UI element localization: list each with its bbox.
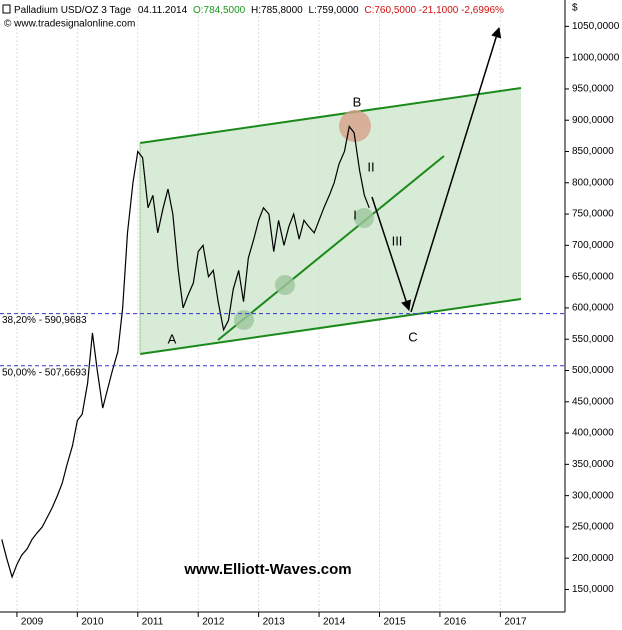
y-tick-label: 250,0000 xyxy=(572,522,614,533)
wave-label: C xyxy=(408,329,417,344)
y-tick-label: 800,0000 xyxy=(572,177,614,188)
channel-top xyxy=(139,87,522,144)
trend-line xyxy=(217,155,445,341)
channel-bottom xyxy=(139,298,522,355)
fib-label: 50,00% - 507,6693 xyxy=(2,367,87,378)
header-icon xyxy=(2,4,11,14)
channel xyxy=(140,88,521,354)
y-tick-label: 300,0000 xyxy=(572,490,614,501)
y-tick-label: 150,0000 xyxy=(572,584,614,595)
highlight-circle xyxy=(234,310,254,330)
y-tick-label: 400,0000 xyxy=(572,428,614,439)
y-tick-label: 900,0000 xyxy=(572,115,614,126)
header-low: L:759,0000 xyxy=(309,5,359,16)
wave-label: B xyxy=(353,94,362,109)
x-tick-label: 2009 xyxy=(21,617,44,628)
fib-label: 38,20% - 590,9683 xyxy=(2,315,87,326)
header-date: 04.11.2014 xyxy=(138,5,188,16)
y-tick-label: 350,0000 xyxy=(572,459,614,470)
y-tick-label: 450,0000 xyxy=(572,396,614,407)
watermark: www.Elliott-Waves.com xyxy=(183,561,351,578)
x-tick-label: 2014 xyxy=(323,617,346,628)
highlight-circle xyxy=(339,110,371,142)
y-tick-label: 200,0000 xyxy=(572,553,614,564)
highlight-circle xyxy=(275,275,295,295)
wave-label: III xyxy=(392,233,403,248)
y-tick-label: 1000,0000 xyxy=(572,52,620,63)
y-tick-label: 650,0000 xyxy=(572,271,614,282)
header-close: C:760,5000 -21,1000 -2,6996% xyxy=(364,5,504,16)
x-tick-label: 2010 xyxy=(81,617,104,628)
y-tick-label: 750,0000 xyxy=(572,209,614,220)
y-tick-label: 700,0000 xyxy=(572,240,614,251)
y-tick-label: 500,0000 xyxy=(572,365,614,376)
y-tick-label: 600,0000 xyxy=(572,303,614,314)
y-tick-label: 950,0000 xyxy=(572,84,614,95)
y-unit: $ xyxy=(572,3,578,14)
x-tick-label: 2017 xyxy=(504,617,527,628)
y-tick-label: 550,0000 xyxy=(572,334,614,345)
x-tick-label: 2016 xyxy=(444,617,467,628)
wave-label: II xyxy=(367,159,374,174)
header-high: H:785,8000 xyxy=(251,5,303,16)
wave-arrow xyxy=(371,196,412,311)
header-name: Palladium USD/OZ 3 Tage xyxy=(14,5,132,16)
wave-label: A xyxy=(168,331,177,346)
price-line xyxy=(1,125,370,579)
x-tick-label: 2015 xyxy=(383,617,406,628)
y-tick-label: 1050,0000 xyxy=(572,21,620,32)
x-tick-label: 2011 xyxy=(142,617,164,628)
wave-arrow xyxy=(410,26,502,313)
wave-label: I xyxy=(353,207,357,222)
header-open: O:784,5000 xyxy=(193,5,246,16)
highlight-circle xyxy=(354,208,374,228)
x-tick-label: 2013 xyxy=(263,617,286,628)
header: Palladium USD/OZ 3 Tage 04.11.2014 O:784… xyxy=(14,5,504,16)
x-tick-label: 2012 xyxy=(202,617,225,628)
source: © www.tradesignalonline.com xyxy=(4,19,135,30)
y-tick-label: 850,0000 xyxy=(572,146,614,157)
